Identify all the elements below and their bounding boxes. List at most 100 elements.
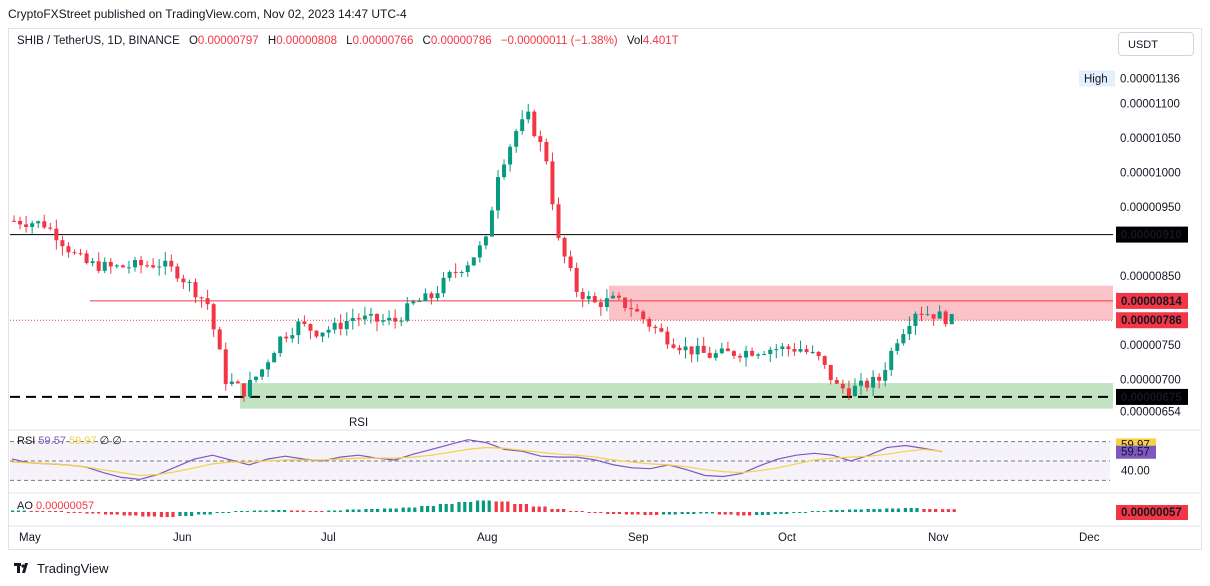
- ao-bar: [190, 512, 194, 516]
- y-tick-label: 0.00000750: [1120, 340, 1181, 352]
- candle-body: [435, 293, 440, 299]
- candle-body: [108, 261, 113, 267]
- ao-bar: [159, 512, 163, 517]
- candle-body: [568, 256, 573, 268]
- ao-bar: [283, 510, 287, 512]
- tradingview-logo-icon: [14, 562, 28, 573]
- support-level-badge: [1116, 388, 1188, 405]
- candle-body: [949, 314, 954, 325]
- last-price-label: 0.00000786: [1121, 315, 1182, 327]
- chart-frame: [8, 28, 1202, 550]
- candle-body: [459, 271, 464, 273]
- resistance-level-label: 0.00000910: [1121, 230, 1182, 242]
- candle-body: [368, 313, 373, 316]
- ao-bar: [853, 509, 857, 512]
- ao-bar: [301, 510, 305, 512]
- candle-body: [943, 311, 948, 325]
- currency-selector[interactable]: USDT: [1118, 32, 1194, 56]
- volume-label: Vol: [626, 35, 643, 47]
- ao-bar: [705, 512, 709, 514]
- candle-body: [217, 329, 222, 350]
- ao-bar: [617, 512, 621, 514]
- candle-body: [284, 336, 289, 339]
- ao-bar: [165, 512, 169, 517]
- candle-body: [574, 267, 579, 292]
- ao-bar: [848, 509, 852, 512]
- candle-body: [629, 308, 634, 310]
- ao-bar: [710, 512, 714, 514]
- ao-bar: [48, 511, 52, 512]
- candle-body: [399, 320, 404, 322]
- ao-bar: [370, 509, 374, 512]
- candle-body: [804, 349, 809, 353]
- close-value: 0.00000786: [430, 35, 492, 47]
- candle-body: [834, 380, 839, 384]
- ao-bar: [271, 510, 275, 512]
- brand[interactable]: TradingView: [14, 561, 109, 576]
- ao-bar: [208, 512, 212, 515]
- ao-bar: [240, 511, 244, 512]
- candle-body: [362, 315, 367, 320]
- ao-bar: [383, 508, 387, 512]
- ao-bar: [115, 512, 119, 515]
- candle-body: [229, 381, 234, 384]
- y-tick-label: 0.00001050: [1120, 133, 1181, 145]
- ao-bar: [295, 510, 299, 512]
- x-tick-label: Oct: [778, 532, 797, 544]
- ao-bar: [258, 510, 262, 512]
- candle-body: [193, 282, 198, 298]
- ao-bar: [197, 512, 201, 515]
- candle-body: [659, 328, 664, 332]
- ao-bar: [134, 512, 138, 516]
- rsi-axis-label: 59.57: [1121, 447, 1150, 459]
- high-value: 0.00000808: [276, 35, 337, 47]
- candle-body: [683, 346, 688, 351]
- ao-bar: [680, 512, 684, 514]
- candle-body: [889, 350, 894, 370]
- candle-body: [344, 320, 349, 330]
- candle-body: [72, 252, 77, 254]
- candle-body: [18, 220, 23, 225]
- ao-bar: [779, 512, 783, 514]
- ao-bar: [531, 506, 535, 512]
- candle-body: [145, 265, 150, 267]
- candle-body: [840, 383, 845, 389]
- symbol-title[interactable]: SHIB / TetherUS, 1D, BINANCE: [17, 35, 180, 47]
- candle-body: [114, 265, 119, 267]
- candle-body: [78, 253, 83, 255]
- ao-bar: [494, 501, 498, 512]
- candle-body: [671, 344, 676, 348]
- ao-bar: [234, 511, 238, 512]
- candle-body: [66, 246, 71, 253]
- ao-bar: [785, 512, 789, 514]
- ao-bar: [569, 511, 573, 512]
- candle-body: [423, 293, 428, 302]
- candle-body: [393, 317, 398, 322]
- ao-bar: [816, 511, 820, 512]
- candle-body: [859, 380, 863, 386]
- high-label: High: [1084, 73, 1108, 85]
- ao-bar: [612, 512, 616, 514]
- candle-body: [744, 350, 749, 358]
- ao-bar: [202, 512, 206, 515]
- candle-body: [157, 266, 162, 268]
- ao-bar: [215, 512, 219, 513]
- candle-body: [598, 302, 603, 307]
- candle-body: [483, 236, 488, 246]
- candle-body: [544, 142, 549, 162]
- candle-body: [514, 131, 519, 147]
- candle-body: [647, 319, 652, 327]
- candle-body: [865, 380, 870, 388]
- candle-body: [356, 317, 361, 320]
- candle-body: [54, 228, 59, 241]
- candle-body: [750, 350, 755, 356]
- candle-body: [42, 221, 47, 228]
- candle-body: [665, 331, 670, 345]
- ao-bar: [692, 512, 696, 514]
- candle-body: [375, 313, 379, 322]
- ao-bar: [245, 511, 249, 512]
- ao-bar: [649, 512, 653, 515]
- candle-body: [556, 204, 561, 238]
- candle-body: [550, 161, 555, 205]
